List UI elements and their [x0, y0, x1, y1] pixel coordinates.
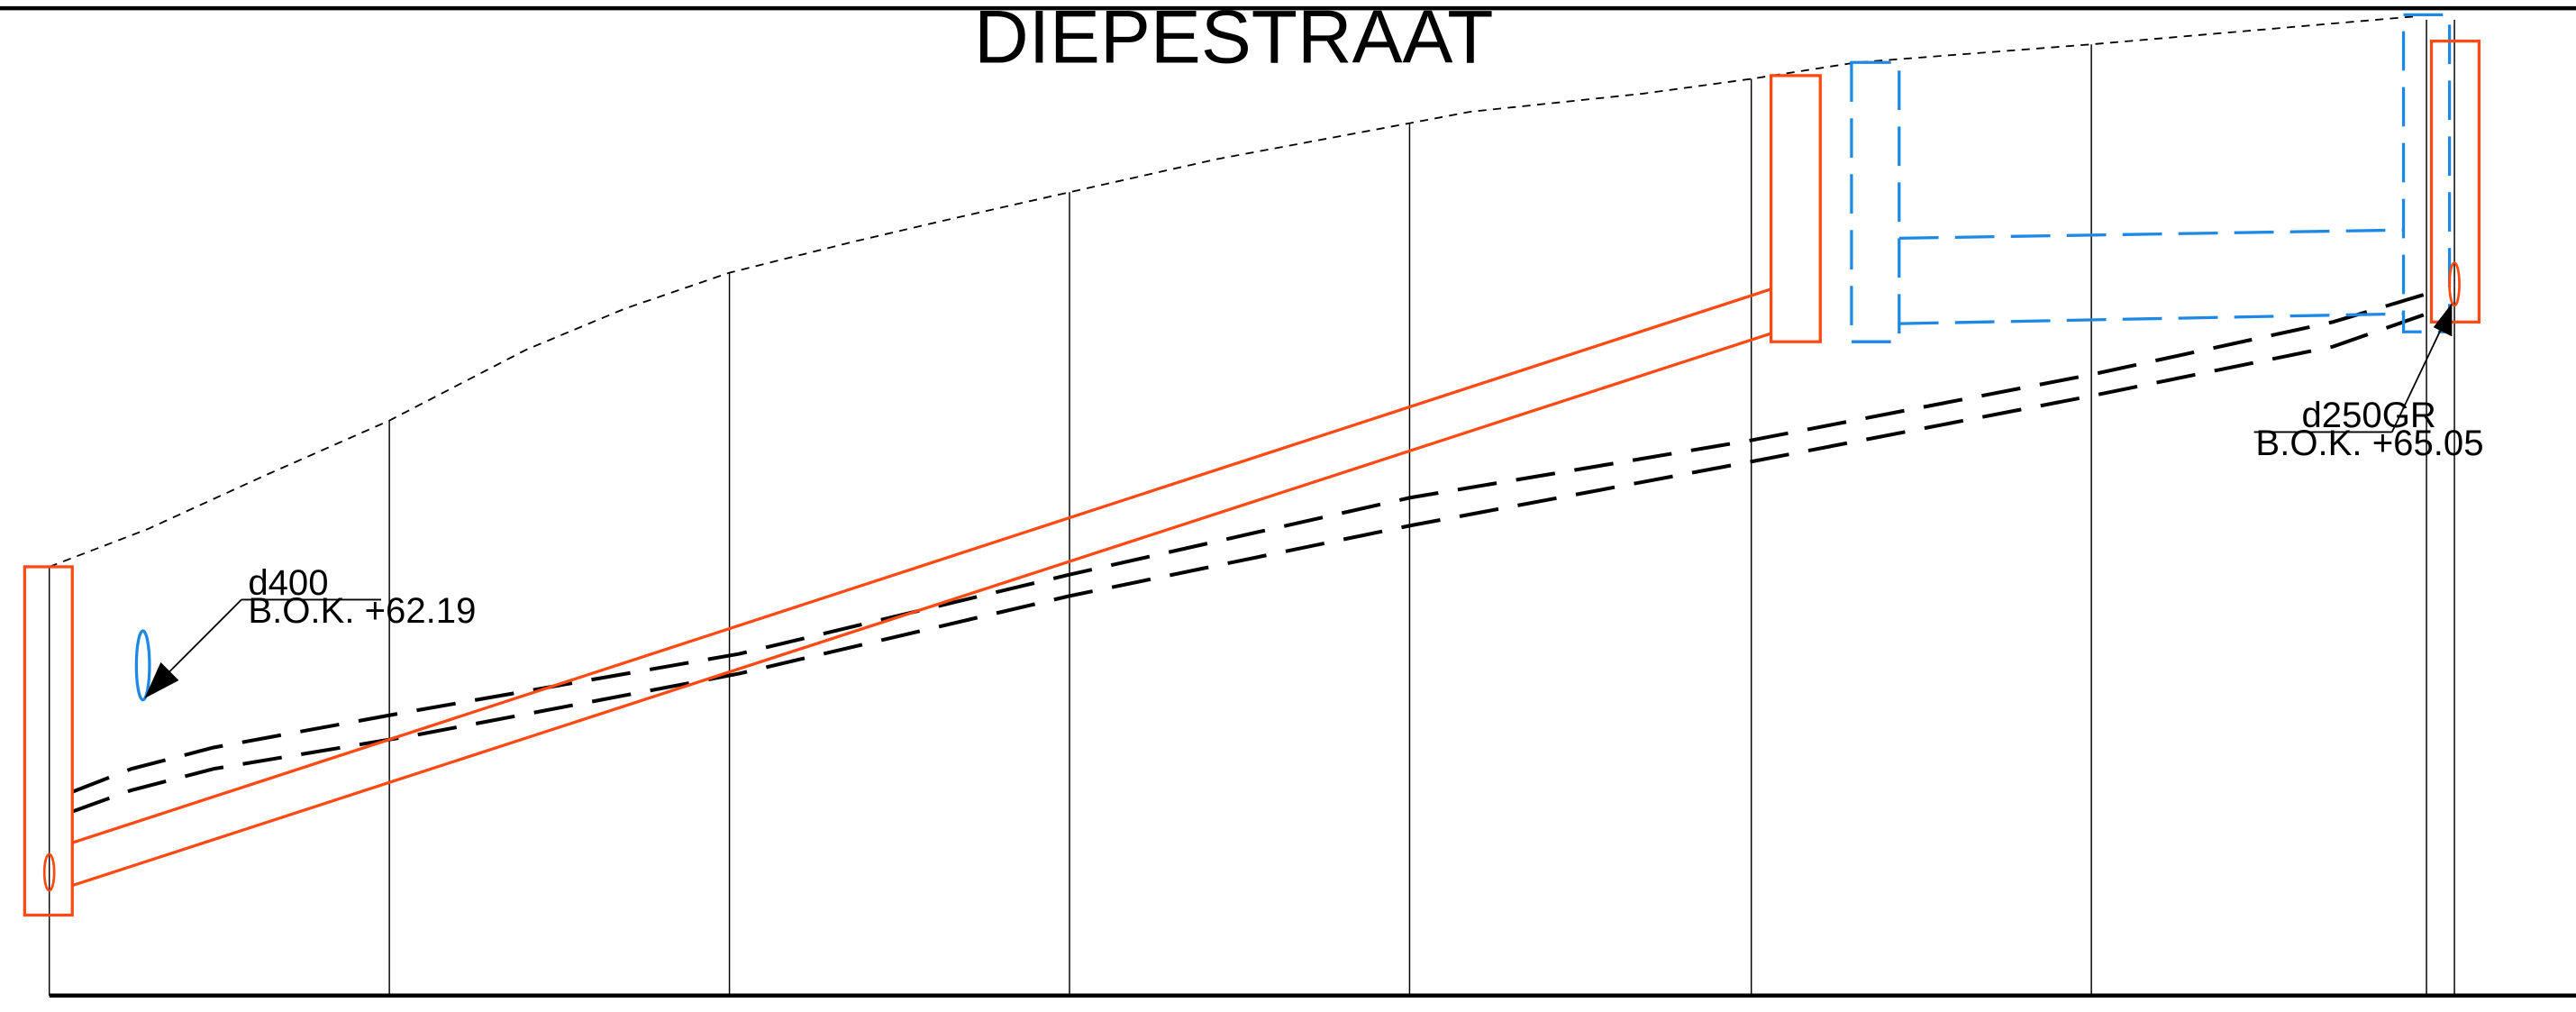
existing-water-structures — [134, 13, 2452, 702]
station-lines — [48, 19, 2455, 996]
manhole-right — [2429, 39, 2481, 324]
new-sewer-top-line — [71, 287, 1772, 844]
ground-level-line — [49, 15, 2416, 568]
manhole-middle — [1769, 74, 1822, 343]
d250gr-pipe-section — [2448, 261, 2461, 307]
existing-sewer-pipe — [71, 290, 2433, 814]
d400-level-label: B.O.K. +62.19 — [248, 591, 476, 631]
annotation-leaders — [144, 303, 2453, 699]
drawing-title: DIEPESTRAAT — [974, 0, 1493, 78]
new-sewer-structures — [23, 39, 2481, 917]
existing-sewer-top-line — [71, 290, 2433, 794]
existing-sewer-bottom-line — [71, 310, 2433, 814]
frame — [0, 5, 2576, 998]
d250gr-leader-arrow — [2433, 303, 2453, 337]
d400-leader-line — [163, 598, 242, 678]
d400-pipe-section — [134, 629, 151, 702]
water-chamber-left — [1850, 60, 1901, 343]
d400-leader-arrow — [144, 661, 179, 699]
d250gr-pipe-label: d250GR — [2302, 396, 2436, 435]
left-pipe-section — [42, 852, 56, 892]
d250gr-leader-line — [2390, 328, 2443, 433]
water-pipe-top-line — [1898, 228, 2404, 240]
manhole-left — [23, 565, 74, 917]
d250gr-level-label: B.O.K. +65.05 — [2255, 424, 2483, 463]
d400-pipe-label: d400 — [248, 563, 328, 603]
water-chamber-right — [2401, 13, 2452, 333]
water-pipe-bottom-line — [1898, 312, 2404, 325]
new-sewer-bottom-line — [71, 332, 1772, 888]
